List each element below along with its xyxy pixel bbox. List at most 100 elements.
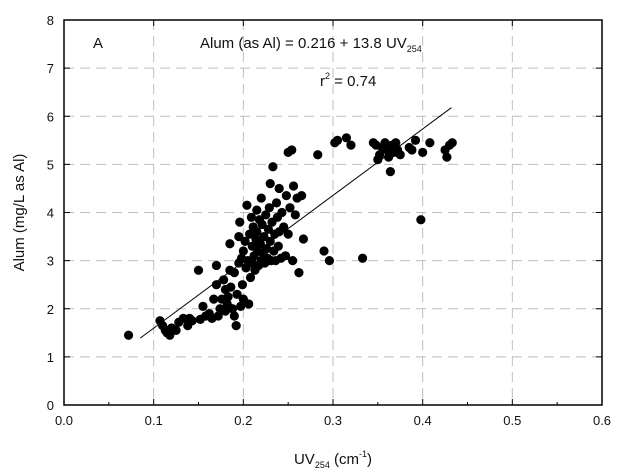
data-point (264, 203, 274, 213)
data-point (229, 311, 239, 321)
data-point (262, 243, 272, 254)
data-point (274, 183, 284, 194)
y-tick-label: 0 (47, 398, 54, 413)
data-point (277, 207, 287, 218)
data-point (332, 135, 343, 145)
equation-main: Alum (as Al) = 0.216 + 13.8 UV (200, 35, 407, 52)
data-point (375, 150, 385, 160)
data-point (237, 280, 248, 290)
data-point (256, 193, 266, 203)
r-squared-label: r2 = 0.74 (320, 71, 376, 90)
data-point (268, 162, 278, 172)
data-point (263, 224, 274, 234)
data-point (313, 150, 323, 160)
data-point (297, 191, 307, 201)
data-point (283, 229, 293, 239)
data-point (271, 198, 282, 208)
y-tick-labels: 0 1 2 3 4 5 6 7 8 (47, 13, 54, 413)
regression-equation: Alum (as Al) = 0.216 + 13.8 UV254 (200, 35, 422, 54)
data-point (395, 150, 405, 160)
data-point (410, 135, 421, 145)
data-points (123, 133, 457, 340)
regression-line (139, 107, 452, 339)
x-axis-title-unit-sup: -1 (359, 449, 367, 459)
data-point (265, 236, 275, 246)
data-point (231, 320, 241, 331)
data-point (229, 268, 239, 278)
regression-line-group (139, 107, 452, 339)
data-point (425, 138, 435, 148)
data-point (213, 311, 223, 321)
data-point (447, 138, 457, 148)
data-point (273, 241, 283, 251)
data-point (227, 304, 238, 314)
data-point (245, 272, 256, 283)
data-point (319, 246, 329, 256)
data-point (232, 289, 242, 299)
r2-rest: = 0.74 (330, 73, 376, 90)
data-point (219, 275, 229, 285)
y-tick-label: 3 (47, 254, 54, 269)
data-point (391, 138, 401, 148)
x-tick-label: 0.1 (145, 413, 163, 428)
x-tick-label: 0.2 (234, 413, 252, 428)
data-point (198, 301, 208, 311)
data-point (211, 280, 222, 290)
data-point (255, 239, 265, 249)
data-point (357, 253, 368, 263)
y-tick-label: 1 (47, 350, 54, 365)
data-point (346, 140, 356, 150)
data-point (242, 200, 252, 210)
x-tick-label: 0.0 (55, 413, 73, 428)
data-point (223, 292, 233, 302)
data-point (241, 263, 251, 273)
data-point (280, 251, 291, 261)
equation-subscript: 254 (407, 44, 422, 54)
data-point (244, 299, 254, 309)
data-point (285, 203, 295, 213)
data-point (240, 236, 250, 246)
data-point (245, 229, 255, 239)
data-point (281, 191, 291, 201)
data-point (252, 227, 262, 237)
data-point (234, 231, 244, 242)
x-tick-label: 0.4 (414, 413, 432, 428)
axis-ticks (63, 19, 603, 406)
data-point (288, 181, 299, 191)
data-point (407, 145, 417, 155)
data-point (220, 306, 230, 316)
y-tick-label: 4 (47, 206, 54, 221)
x-axis-title-subscript: 254 (315, 460, 330, 470)
data-point (226, 282, 236, 292)
grid-lines (64, 20, 602, 405)
data-point (171, 325, 181, 336)
r2-base: r (320, 73, 325, 90)
data-point (324, 256, 335, 266)
data-point (416, 215, 426, 225)
data-point (442, 152, 452, 162)
data-point (288, 256, 298, 266)
data-point (380, 138, 390, 148)
data-point (165, 330, 175, 340)
data-point (261, 210, 271, 220)
data-point (238, 246, 248, 256)
x-axis-title-unit-close: ) (367, 451, 372, 468)
data-point (418, 147, 428, 157)
data-point (279, 222, 289, 232)
data-point (246, 212, 257, 222)
data-point (265, 179, 275, 189)
data-point (257, 219, 267, 230)
data-point (193, 265, 204, 275)
data-point (341, 133, 352, 143)
y-tick-label: 6 (47, 109, 54, 124)
y-tick-label: 2 (47, 302, 54, 317)
data-point (123, 330, 134, 340)
data-point (187, 316, 197, 326)
x-axis-title-base: UV (294, 451, 315, 468)
data-point (209, 294, 219, 304)
r2-superscript: 2 (325, 71, 330, 81)
x-tick-labels: 0.0 0.1 0.2 0.3 0.4 0.5 0.6 (55, 413, 611, 428)
panel-label: A (93, 35, 103, 52)
data-point (259, 231, 269, 242)
